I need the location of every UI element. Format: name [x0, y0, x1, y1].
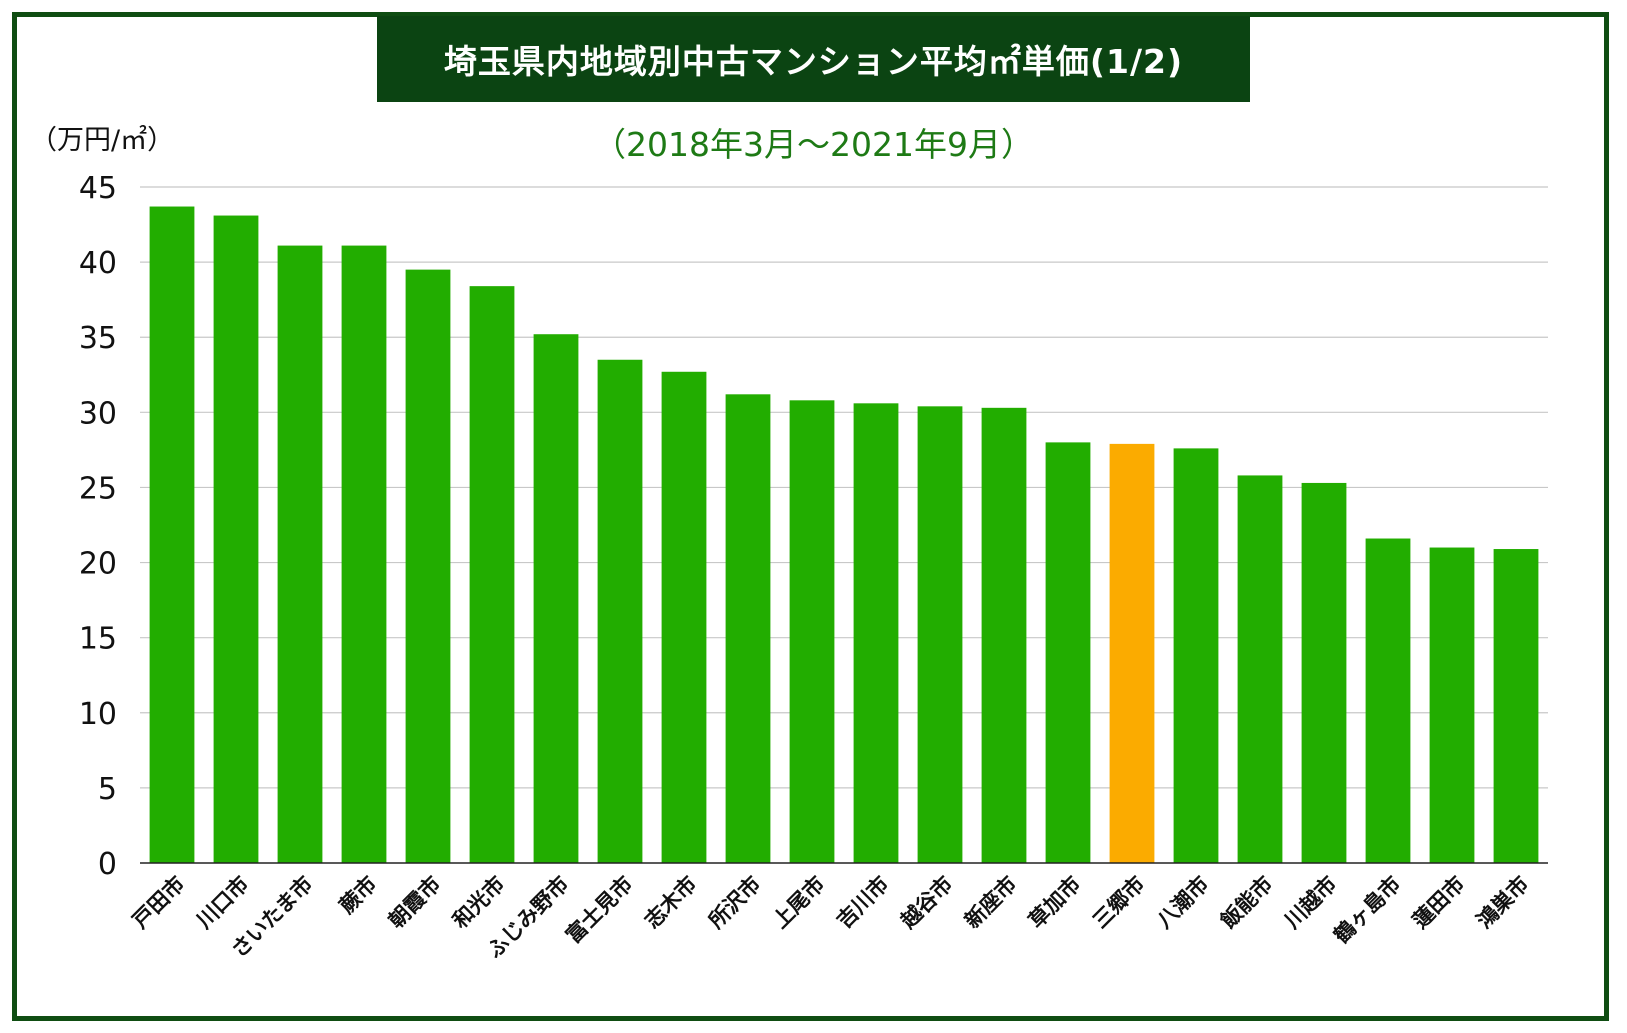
bar-16: [1109, 443, 1155, 863]
bar-5: [405, 269, 451, 864]
x-category-label: 戸田市: [128, 872, 190, 934]
y-tick-label: 30: [79, 396, 117, 431]
bar-3: [277, 245, 323, 863]
bar-4: [341, 245, 387, 863]
x-category-label: 川越市: [1279, 872, 1341, 934]
y-tick-label: 10: [79, 697, 117, 732]
x-category-label: 和光市: [448, 872, 510, 934]
bar-2: [213, 215, 259, 863]
bar-20: [1365, 538, 1411, 863]
x-category-label: 蓮田市: [1408, 872, 1470, 934]
chart-title: 埼玉県内地域別中古マンション平均㎡単価(1/2): [377, 16, 1250, 102]
x-category-label: 吉川市: [832, 872, 894, 934]
bars: [149, 206, 1539, 864]
x-category-label: 越谷市: [895, 872, 957, 934]
bar-14: [981, 407, 1027, 863]
x-category-label: 蕨市: [335, 872, 382, 919]
x-category-label: 三郷市: [1088, 872, 1150, 934]
bar-8: [597, 359, 643, 863]
y-tick-label: 0: [98, 847, 117, 882]
bar-10: [725, 394, 771, 863]
y-axis-unit-label: （万円/㎡）: [30, 125, 175, 156]
y-tick-label: 25: [79, 471, 117, 506]
x-category-label: 新座市: [960, 872, 1022, 934]
bar-6: [469, 286, 515, 863]
x-category-label: 志木市: [640, 872, 702, 934]
bar-7: [533, 334, 579, 863]
x-category-label: 八潮市: [1152, 872, 1214, 934]
bar-11: [789, 400, 835, 863]
bar-13: [917, 406, 963, 863]
bar-19: [1301, 482, 1347, 863]
x-category-label: 富士見市: [561, 872, 637, 948]
chart-subtitle: （2018年3月〜2021年9月）: [593, 125, 1034, 164]
x-category-label: 所沢市: [704, 872, 766, 934]
x-category-label: 鶴ヶ島市: [1329, 872, 1405, 948]
x-category-label: 上尾市: [768, 872, 830, 934]
bar-17: [1173, 448, 1219, 863]
bar-9: [661, 371, 707, 863]
x-category-label: 鴻巣市: [1472, 872, 1534, 934]
y-tick-label: 40: [79, 246, 117, 281]
bar-12: [853, 403, 899, 863]
x-category-label: 飯能市: [1215, 872, 1277, 934]
y-tick-label: 45: [79, 171, 117, 206]
bar-15: [1045, 442, 1091, 863]
y-tick-label: 15: [79, 622, 117, 657]
x-category-label: 川口市: [191, 872, 253, 934]
bar-22: [1493, 549, 1539, 863]
bar-21: [1429, 547, 1475, 863]
y-tick-label: 20: [79, 547, 117, 582]
x-category-label: 朝霞市: [384, 872, 446, 934]
y-tick-label: 35: [79, 321, 117, 356]
x-category-label: 草加市: [1024, 872, 1086, 934]
y-tick-label: 5: [98, 772, 117, 807]
y-axis-ticks: 0 5 10 15 20 25 30 35 40 45: [79, 171, 117, 882]
bar-1: [149, 206, 195, 864]
bar-18: [1237, 475, 1283, 863]
